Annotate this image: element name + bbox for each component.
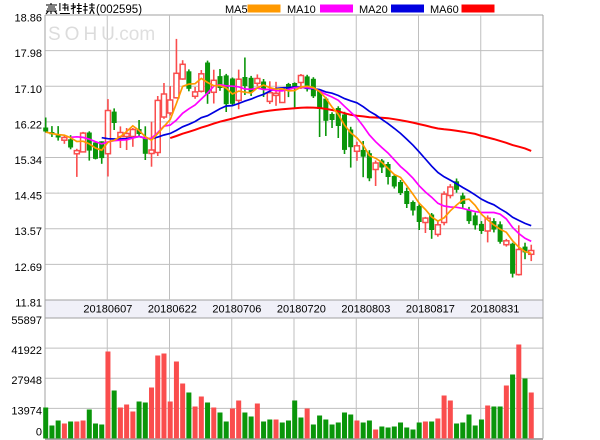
svg-text:55897: 55897	[11, 315, 42, 327]
svg-text:20180803: 20180803	[341, 304, 390, 316]
svg-text:(002595): (002595)	[96, 4, 142, 16]
svg-text:20180706: 20180706	[212, 304, 261, 316]
svg-text:MA20: MA20	[359, 4, 388, 16]
svg-text:27948: 27948	[11, 375, 42, 387]
svg-text:18.86: 18.86	[14, 13, 42, 25]
svg-text:20180720: 20180720	[277, 304, 326, 316]
svg-text:16.22: 16.22	[14, 119, 42, 131]
svg-text:17.98: 17.98	[14, 48, 42, 60]
svg-text:17.10: 17.10	[14, 84, 42, 96]
svg-text:20180831: 20180831	[470, 304, 519, 316]
svg-text:0: 0	[36, 427, 42, 439]
svg-text:13.57: 13.57	[14, 226, 42, 238]
svg-text:15.34: 15.34	[14, 155, 42, 167]
svg-text:MA10: MA10	[287, 4, 316, 16]
svg-text:20180622: 20180622	[148, 304, 197, 316]
svg-text:13974: 13974	[11, 405, 42, 417]
svg-text:11.81: 11.81	[15, 298, 42, 310]
svg-text:41922: 41922	[11, 345, 42, 357]
svg-text:MA5: MA5	[225, 4, 248, 16]
svg-text:.com: .com	[114, 24, 155, 45]
svg-text:MA60: MA60	[430, 4, 459, 16]
svg-text:20180607: 20180607	[83, 304, 132, 316]
svg-text:SOHU: SOHU	[48, 24, 119, 45]
svg-text:14.45: 14.45	[14, 191, 42, 203]
svg-text:20180817: 20180817	[406, 304, 455, 316]
svg-text:12.69: 12.69	[14, 262, 42, 274]
